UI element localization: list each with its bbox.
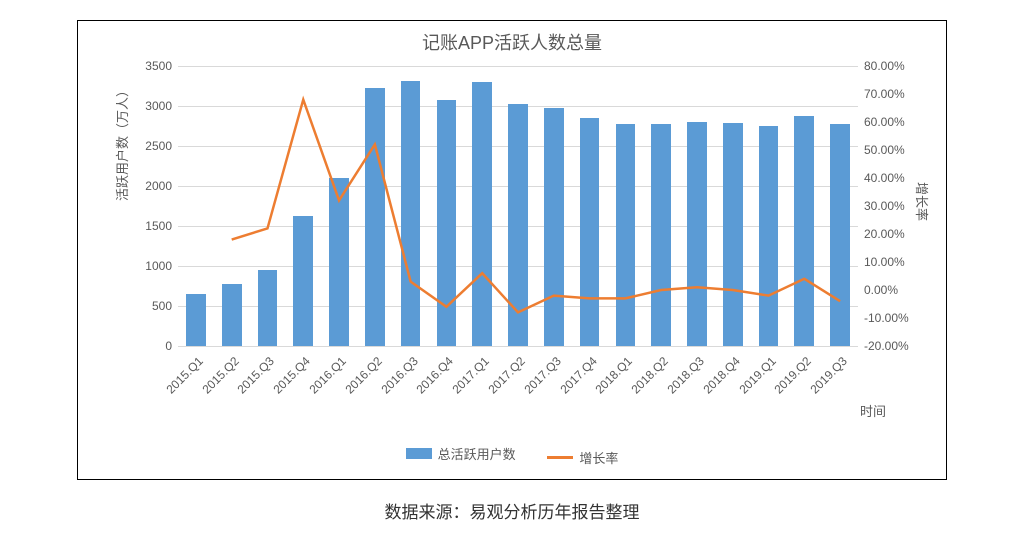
x-tick-label: 2018.Q2 — [629, 354, 671, 396]
bar — [401, 81, 421, 346]
bar — [651, 124, 671, 346]
y-right-tick-label: 80.00% — [858, 59, 905, 73]
bar — [687, 122, 707, 346]
bar — [365, 88, 385, 346]
legend-bar-label: 总活跃用户数 — [438, 444, 516, 463]
y-right-tick-label: 20.00% — [858, 227, 905, 241]
y-right-tick-label: 10.00% — [858, 255, 905, 269]
x-tick-label: 2019.Q1 — [736, 354, 778, 396]
bar — [830, 124, 850, 346]
plot-area: 0500100015002000250030003500-20.00%-10.0… — [178, 66, 858, 346]
x-tick-label: 2017.Q3 — [521, 354, 563, 396]
x-tick-label: 2015.Q4 — [271, 354, 313, 396]
bar — [616, 124, 636, 346]
x-tick-label: 2016.Q2 — [342, 354, 384, 396]
bar-swatch-icon — [406, 448, 432, 459]
gridline — [178, 66, 858, 67]
bar — [186, 294, 206, 346]
bar — [794, 116, 814, 346]
bar — [293, 216, 313, 346]
y-right-tick-label: 50.00% — [858, 143, 905, 157]
x-tick-label: 2017.Q2 — [485, 354, 527, 396]
chart-title: 记账APP活跃人数总量 — [78, 21, 946, 55]
y-right-tick-label: 0.00% — [858, 283, 898, 297]
legend-item-bar: 总活跃用户数 — [406, 444, 516, 463]
x-tick-label: 2019.Q2 — [772, 354, 814, 396]
bar — [580, 118, 600, 346]
y-right-tick-label: 70.00% — [858, 87, 905, 101]
y-left-tick-label: 500 — [152, 299, 178, 313]
gridline — [178, 346, 858, 347]
y-left-axis-title: 活跃用户数（万人） — [112, 84, 131, 201]
y-left-tick-label: 1000 — [145, 259, 178, 273]
y-right-tick-label: -20.00% — [858, 339, 909, 353]
y-left-tick-label: 2500 — [145, 139, 178, 153]
x-tick-label: 2018.Q3 — [664, 354, 706, 396]
y-right-tick-label: 60.00% — [858, 115, 905, 129]
y-left-tick-label: 1500 — [145, 219, 178, 233]
x-tick-label: 2018.Q4 — [700, 354, 742, 396]
bar — [258, 270, 278, 346]
bar — [544, 108, 564, 346]
y-right-tick-label: -10.00% — [858, 311, 909, 325]
bar — [329, 178, 349, 346]
x-tick-label: 2015.Q1 — [163, 354, 205, 396]
bar — [437, 100, 457, 346]
legend: 总活跃用户数 增长率 — [78, 444, 946, 467]
bar — [759, 126, 779, 346]
y-left-tick-label: 3000 — [145, 99, 178, 113]
bar — [723, 123, 743, 346]
x-tick-label: 2015.Q2 — [199, 354, 241, 396]
line-swatch-icon — [547, 456, 573, 459]
x-tick-label: 2016.Q4 — [414, 354, 456, 396]
bar — [222, 284, 242, 346]
x-tick-label: 2019.Q3 — [808, 354, 850, 396]
chart-container: 记账APP活跃人数总量 活跃用户数（万人） 增长率 时间 05001000150… — [77, 20, 947, 480]
x-tick-label: 2015.Q3 — [235, 354, 277, 396]
x-axis-title: 时间 — [860, 401, 886, 420]
legend-item-line: 增长率 — [547, 448, 618, 467]
y-left-tick-label: 0 — [165, 339, 178, 353]
x-tick-label: 2016.Q1 — [306, 354, 348, 396]
data-source-text: 数据来源：易观分析历年报告整理 — [20, 498, 1004, 523]
x-tick-label: 2017.Q1 — [450, 354, 492, 396]
growth-line — [232, 100, 840, 313]
legend-line-label: 增长率 — [579, 448, 618, 467]
x-tick-label: 2018.Q1 — [593, 354, 635, 396]
y-right-tick-label: 30.00% — [858, 199, 905, 213]
y-right-axis-title: 增长率 — [913, 182, 932, 221]
y-right-tick-label: 40.00% — [858, 171, 905, 185]
bar — [472, 82, 492, 346]
y-left-tick-label: 2000 — [145, 179, 178, 193]
x-tick-label: 2017.Q4 — [557, 354, 599, 396]
x-tick-label: 2016.Q3 — [378, 354, 420, 396]
bar — [508, 104, 528, 346]
y-left-tick-label: 3500 — [145, 59, 178, 73]
